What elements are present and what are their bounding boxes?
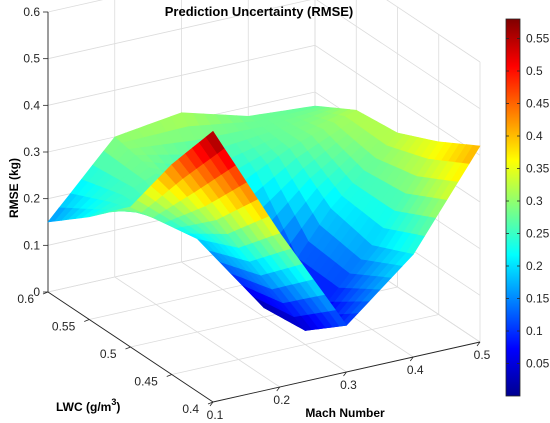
grid-line xyxy=(47,0,481,63)
colorbar-tick-label: 0.5 xyxy=(526,64,543,78)
y-tick-mark xyxy=(84,319,90,322)
y-tick-mark xyxy=(207,401,214,405)
colorbar-tick-label: 0.4 xyxy=(526,129,543,143)
x-tick-mark xyxy=(343,371,347,377)
x-axis-label: Mach Number xyxy=(305,406,385,420)
colorbar-tick-label: 0.25 xyxy=(526,227,550,241)
colorbar-tick-label: 0.2 xyxy=(526,259,543,273)
x-tick-mark xyxy=(276,386,281,392)
surface-patch xyxy=(205,130,225,154)
x-tick-mark xyxy=(476,341,481,347)
y-tick-label: 0.4 xyxy=(182,402,199,416)
x-tick-label: 0.2 xyxy=(273,393,290,407)
colorbar-tick-label: 0.15 xyxy=(526,292,550,306)
grid-line xyxy=(47,0,481,110)
y-tick-mark xyxy=(125,346,131,350)
z-tick-label: 0.5 xyxy=(23,52,40,66)
y-tick-label: 0.5 xyxy=(100,347,117,361)
y-axis-label: LWC (g/m3) xyxy=(56,397,120,414)
y-tick-label: 0.55 xyxy=(52,320,76,334)
axis-ticks: 0.10.20.30.40.50.40.450.50.550.6 00.10.20… xyxy=(17,5,490,422)
y-tick-label: 0.6 xyxy=(17,292,34,306)
z-tick-label: 0.6 xyxy=(23,5,40,19)
x-tick-label: 0.3 xyxy=(340,378,357,392)
colorbar-tick-label: 0.1 xyxy=(526,324,543,338)
x-tick-label: 0.5 xyxy=(474,348,491,362)
x-tick-mark xyxy=(409,356,414,362)
y-tick-label: 0.45 xyxy=(134,375,158,389)
colorbar-tick-label: 0.05 xyxy=(526,357,550,371)
z-tick-label: 0 xyxy=(33,285,40,299)
z-tick-label: 0.2 xyxy=(23,192,40,206)
x-tick-label: 0.1 xyxy=(207,408,224,422)
z-axis-label: RMSE (kg) xyxy=(7,158,21,218)
chart-title: Prediction Uncertainty (RMSE) xyxy=(165,4,354,19)
x-tick-label: 0.4 xyxy=(407,363,424,377)
y-tick-mark xyxy=(166,374,172,377)
colorbar-tick-label: 0.45 xyxy=(526,97,550,111)
colorbar xyxy=(505,18,521,397)
colorbar-tick-label: 0.35 xyxy=(526,162,550,176)
colorbar-tick-label: 0.55 xyxy=(526,32,550,46)
z-tick-label: 0.4 xyxy=(23,98,40,112)
z-tick-label: 0.1 xyxy=(23,238,40,252)
colorbar-tick-label: 0.3 xyxy=(526,194,543,208)
grid-line xyxy=(47,44,481,156)
surface-mesh xyxy=(47,105,481,331)
x-tick-mark xyxy=(209,401,214,407)
colorbar-ticks: 0.05 0.1 0.15 0.2 0.25 0.3 0.35 0.4 0.45 0.5 0.55 xyxy=(506,32,550,371)
grid-line xyxy=(171,314,439,375)
z-tick-label: 0.3 xyxy=(23,145,40,159)
